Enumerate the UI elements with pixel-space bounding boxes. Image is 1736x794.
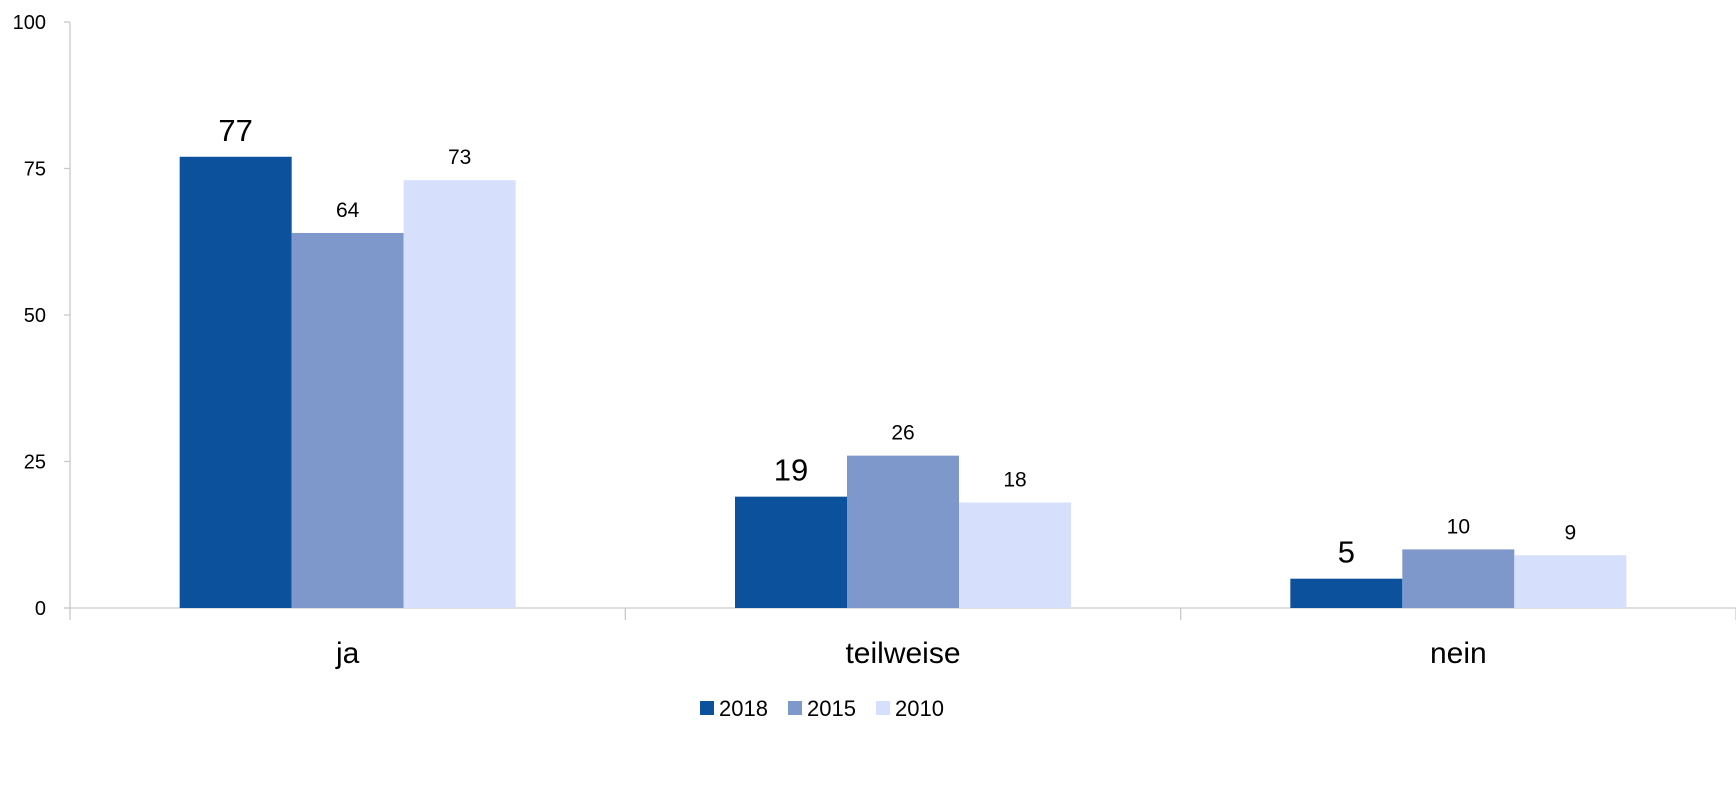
legend-swatch-2018: [700, 701, 714, 715]
y-tick-label: 50: [24, 305, 46, 327]
bar-2015: [291, 232, 404, 608]
data-label: 26: [891, 422, 914, 445]
data-label: 64: [336, 199, 360, 222]
legend-label-2015: 2015: [807, 696, 856, 721]
data-label: 73: [448, 146, 471, 169]
bar-2018: [735, 496, 847, 608]
legend-label-2010: 2010: [895, 696, 944, 721]
legend-swatch-2015: [788, 701, 802, 715]
bar-group: [179, 156, 1627, 608]
bar-2018: [179, 156, 292, 608]
bar-2015: [1402, 549, 1515, 608]
bar-2018: [1290, 578, 1403, 608]
y-tick-label: 0: [35, 598, 46, 620]
bar-2010: [403, 180, 516, 608]
chart-legend: 2018 2015 2010: [700, 696, 944, 721]
data-label: 5: [1338, 535, 1355, 570]
data-label: 9: [1564, 521, 1576, 544]
x-tick-label: teilweise: [845, 637, 960, 670]
bar-2010: [1514, 555, 1627, 608]
data-label: 19: [774, 453, 808, 488]
bar-2015: [847, 455, 959, 608]
legend-label-2018: 2018: [719, 696, 768, 721]
y-tick-label: 100: [13, 12, 46, 34]
legend-swatch-2010: [876, 701, 890, 715]
y-tick-label: 75: [24, 159, 46, 181]
data-label: 77: [218, 113, 252, 148]
x-tick-label: ja: [335, 637, 360, 670]
data-label: 18: [1003, 469, 1026, 492]
data-label-group: 77 64 73 19 26 18 5 10 9: [218, 113, 1576, 570]
y-tick-label: 25: [24, 452, 46, 474]
bar-2010: [959, 502, 1071, 608]
x-tick-label: nein: [1430, 637, 1487, 670]
data-label: 10: [1447, 515, 1470, 538]
